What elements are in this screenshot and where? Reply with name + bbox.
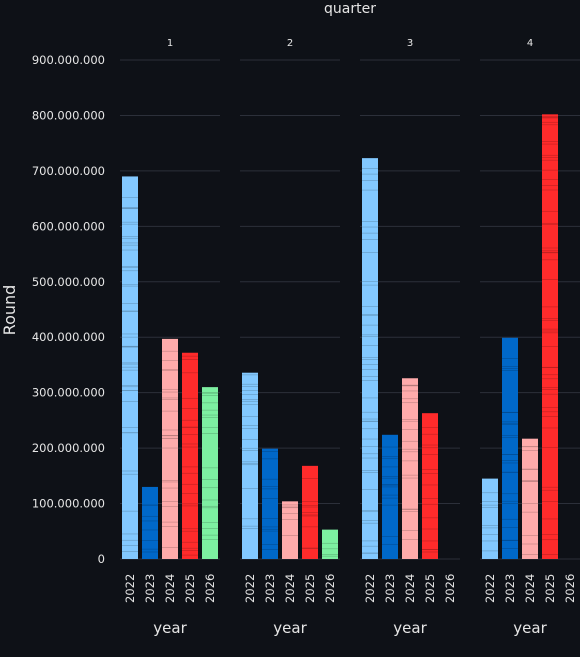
- bar-2025: [422, 413, 438, 559]
- x-tick-label: 2025: [543, 574, 557, 603]
- x-tick-label: 2022: [243, 574, 257, 603]
- bar-2024: [162, 338, 178, 559]
- bar-2025: [542, 114, 558, 559]
- y-tick-label: 300.000.000: [32, 386, 105, 400]
- y-tick-label: 700.000.000: [32, 164, 105, 178]
- x-tick-label: 2024: [163, 574, 177, 603]
- y-tick-label: 900.000.000: [32, 53, 105, 67]
- x-tick-label: 2024: [283, 574, 297, 603]
- y-tick-label: 200.000.000: [32, 441, 105, 455]
- x-axis-label: year: [513, 619, 547, 637]
- y-tick-label: 100.000.000: [32, 497, 105, 511]
- x-tick-label: 2026: [443, 574, 457, 603]
- y-tick-label: 400.000.000: [32, 330, 105, 344]
- bar-2023: [382, 434, 398, 559]
- bar-2024: [282, 501, 298, 559]
- y-axis-label: Round: [0, 285, 19, 336]
- bar-2024: [522, 438, 538, 559]
- bar-2022: [362, 158, 378, 560]
- x-tick-label: 2024: [523, 574, 537, 603]
- bar-2023: [142, 486, 158, 559]
- y-tick-label: 0: [98, 552, 105, 566]
- y-tick-label: 800.000.000: [32, 108, 105, 122]
- panel-title: 3: [407, 38, 413, 49]
- bar-2023: [262, 448, 278, 559]
- panel-1: 1 2022 2023 2024 2025 2026 year: [120, 38, 220, 637]
- x-axis-label: year: [393, 619, 427, 637]
- bar-2026: [322, 529, 338, 559]
- x-tick-label: 2026: [563, 574, 577, 603]
- x-tick-label: 2025: [183, 574, 197, 603]
- bar-2022: [482, 478, 498, 559]
- x-tick-label: 2023: [383, 574, 397, 603]
- panel-title: 1: [167, 38, 173, 49]
- x-tick-label: 2022: [483, 574, 497, 603]
- x-tick-label: 2023: [143, 574, 157, 603]
- x-tick-label: 2023: [503, 574, 517, 603]
- panel-title: 2: [287, 38, 293, 49]
- x-tick-label: 2025: [303, 574, 317, 603]
- x-tick-label: 2024: [403, 574, 417, 603]
- y-tick-label: 600.000.000: [32, 219, 105, 233]
- y-axis: 0 100.000.000 200.000.000 300.000.000 400.00…: [32, 53, 105, 566]
- bar-2022: [122, 176, 138, 559]
- facet-title: quarter: [324, 1, 376, 17]
- y-tick-label: 500.000.000: [32, 275, 105, 289]
- panel-title: 4: [527, 38, 533, 49]
- x-axis-label: year: [273, 619, 307, 637]
- bar-2025: [182, 352, 198, 559]
- panel-2: 2 2022 2023 2024 2025 2026 year: [240, 38, 340, 637]
- bar-2026: [202, 387, 218, 559]
- x-tick-label: 2025: [423, 574, 437, 603]
- x-tick-label: 2026: [203, 574, 217, 603]
- x-tick-label: 2026: [323, 574, 337, 603]
- panel-3: 3 2022 2023 2024 2025 2026 year: [360, 38, 460, 637]
- x-axis-label: year: [153, 619, 187, 637]
- bar-2022: [242, 372, 258, 559]
- x-tick-label: 2023: [263, 574, 277, 603]
- bar-2024: [402, 378, 418, 559]
- panels: 1 2022 2023 2024 2025 2026 year 2 2022 2023 2024 20…: [120, 38, 580, 637]
- x-tick-label: 2022: [123, 574, 137, 603]
- x-tick-label: 2022: [363, 574, 377, 603]
- panel-4: 4 2022 2023 2024 2025 2026 year: [480, 38, 580, 637]
- bar-2023: [502, 337, 518, 559]
